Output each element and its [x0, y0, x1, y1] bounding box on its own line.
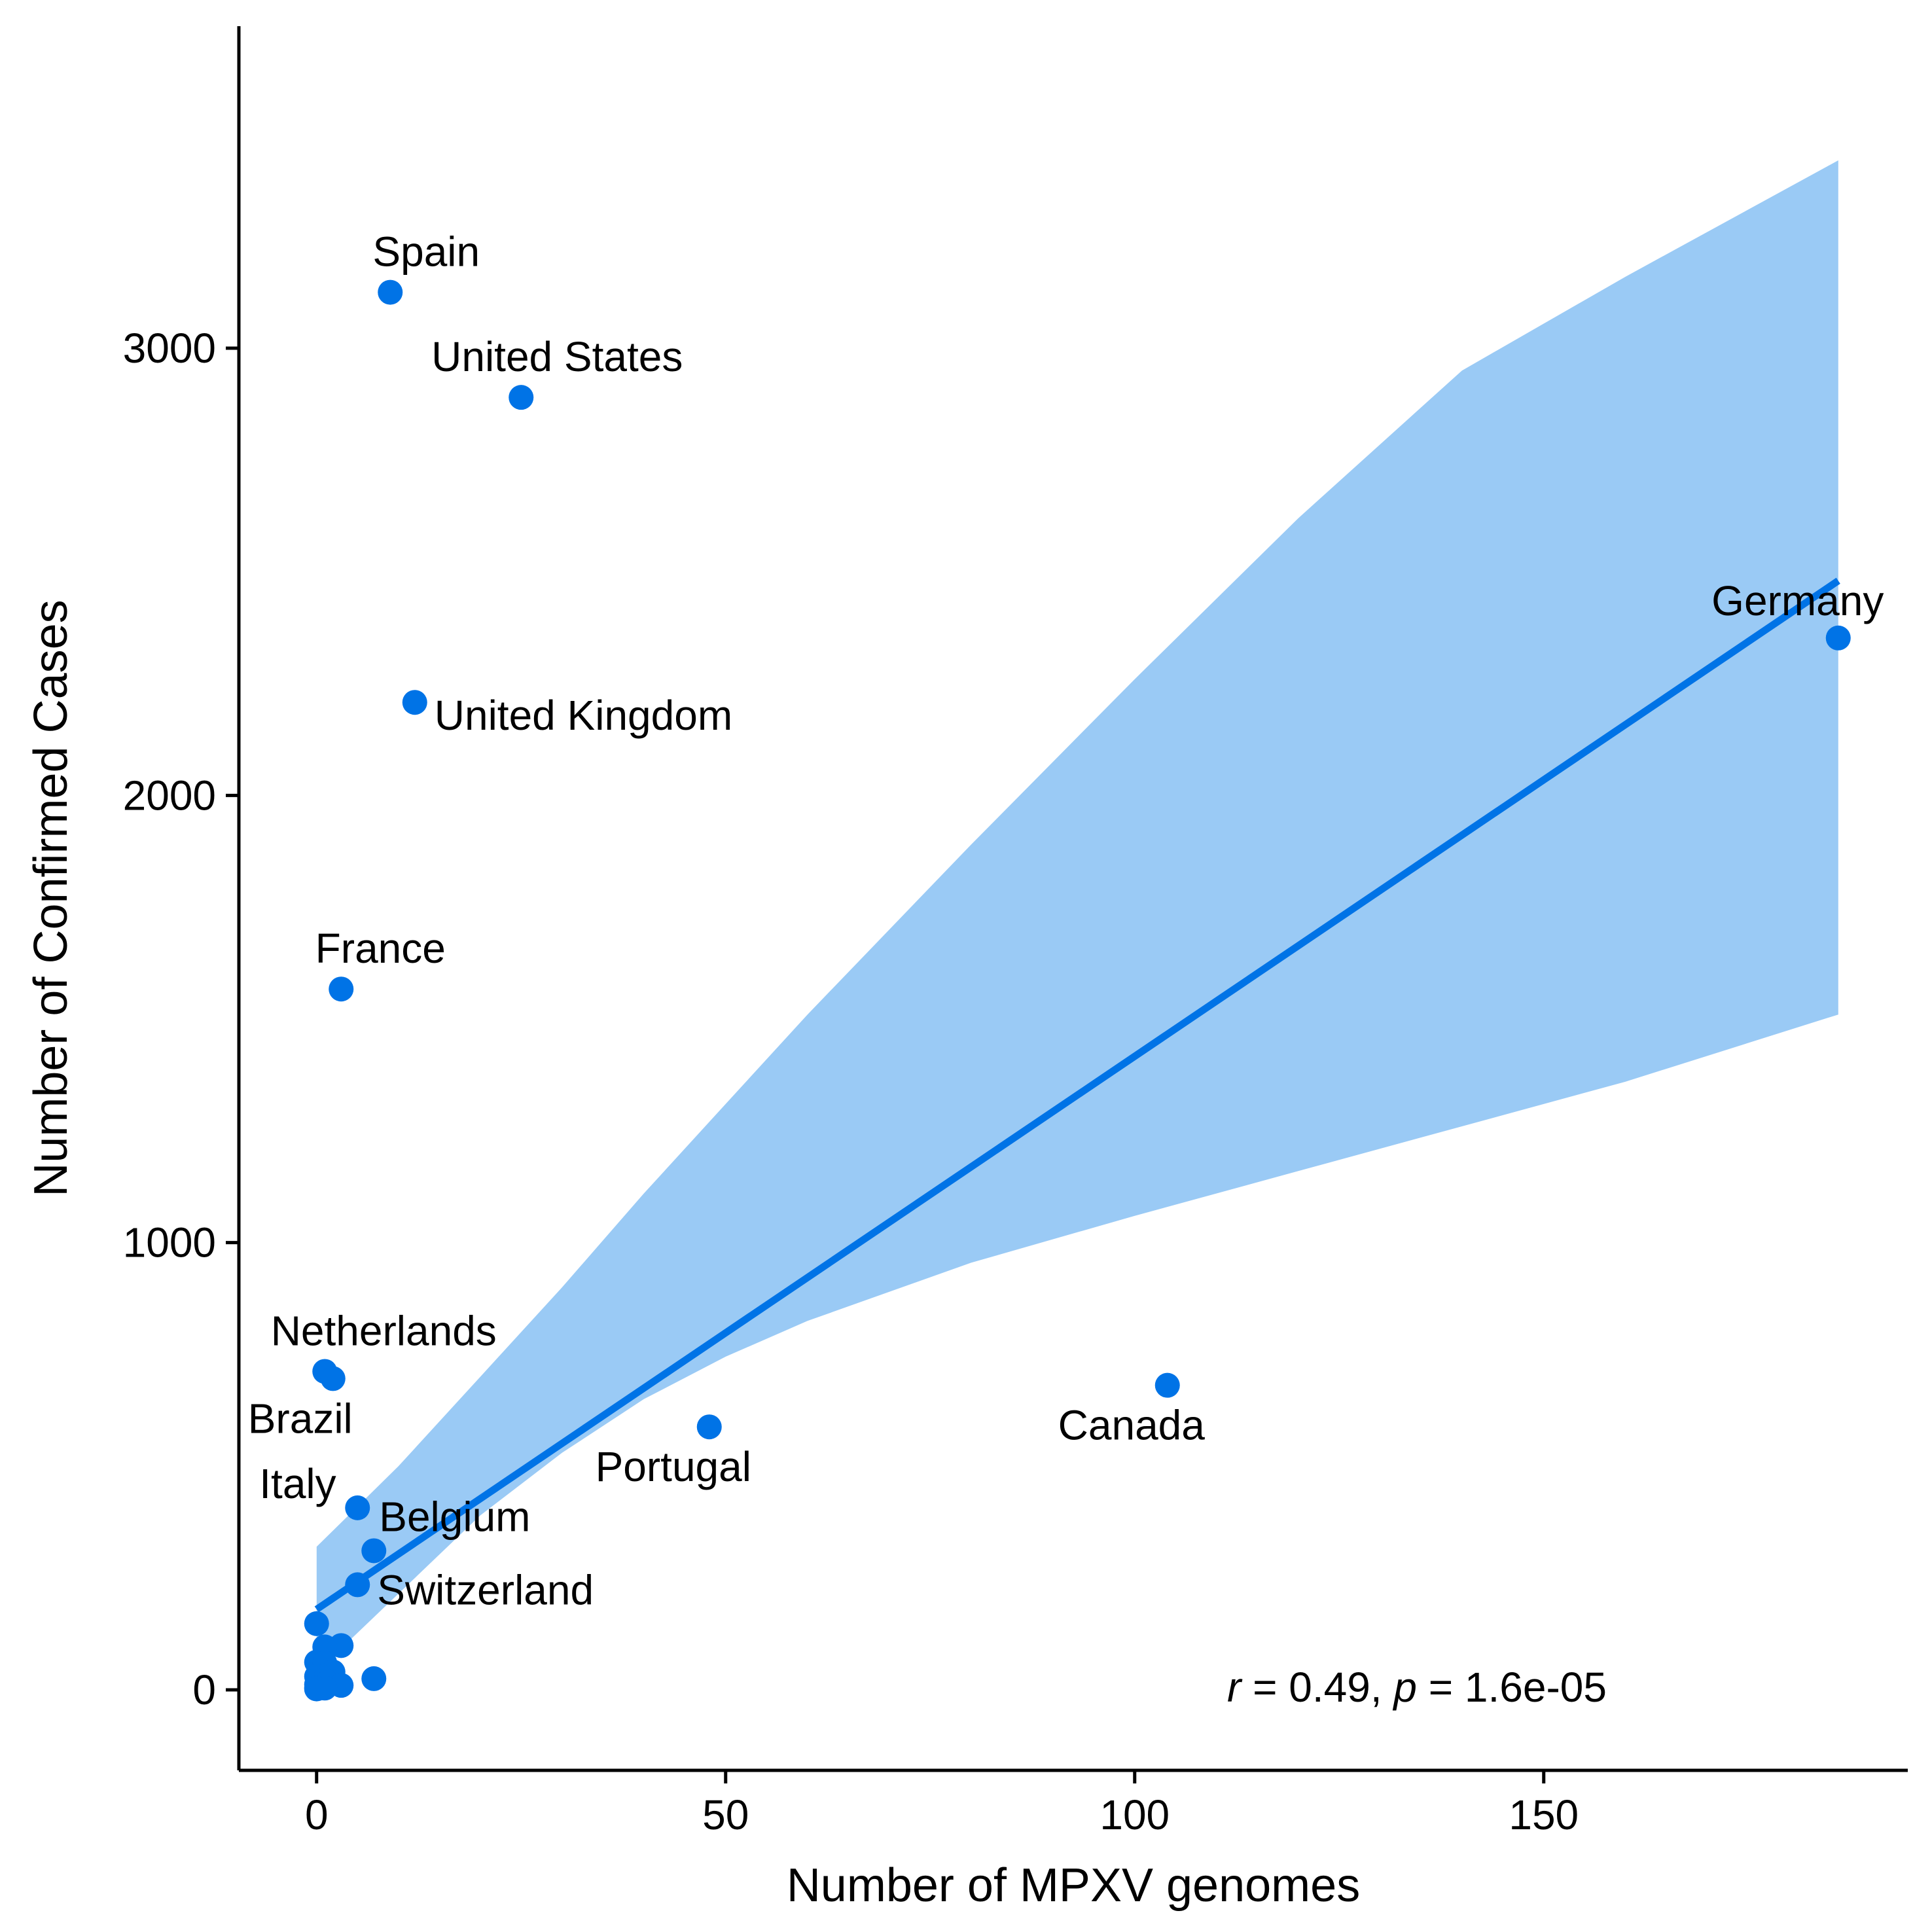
label-netherlands: Netherlands [271, 1307, 497, 1354]
label-spain: Spain [372, 228, 480, 276]
label-switzerland: Switzerland [377, 1566, 594, 1613]
y-axis-ticks: 0 1000 2000 3000 [123, 325, 239, 1713]
label-belgium: Belgium [379, 1493, 530, 1540]
point-portugal [696, 1414, 722, 1440]
data-points [304, 279, 1851, 1702]
point-spain [378, 279, 403, 305]
y-tick-label: 1000 [123, 1219, 216, 1266]
confidence-band [316, 160, 1838, 1672]
point-labels: Spain United States Germany United Kingdom F… [248, 228, 1884, 1614]
label-germany: Germany [1711, 577, 1884, 624]
x-tick-label: 150 [1509, 1791, 1579, 1838]
x-tick-label: 50 [702, 1791, 749, 1838]
label-united-kingdom: United Kingdom [435, 692, 732, 739]
point-united-kingdom [402, 690, 427, 715]
x-axis-ticks: 0 50 100 150 [305, 1770, 1579, 1838]
x-tick-label: 0 [305, 1791, 329, 1838]
correlation-annotation: r = 0.49, p = 1.6e-05 [1227, 1664, 1607, 1711]
point-belgium [361, 1538, 387, 1564]
y-axis-title: Number of Confirmed Cases [25, 599, 77, 1196]
p-value: = 1.6e-05 [1417, 1664, 1607, 1711]
data-point [304, 1676, 329, 1702]
point-united-states [509, 385, 534, 410]
label-united-states: United States [431, 333, 683, 380]
regression-line [314, 577, 1840, 1613]
r-value: = 0.49, [1241, 1664, 1393, 1711]
data-point [304, 1611, 329, 1636]
y-tick-label: 0 [192, 1666, 216, 1713]
x-tick-label: 100 [1100, 1791, 1170, 1838]
label-portugal: Portugal [596, 1443, 751, 1490]
label-canada: Canada [1058, 1402, 1206, 1449]
y-tick-label: 2000 [123, 772, 216, 819]
point-france [329, 976, 354, 1002]
label-france: France [315, 925, 446, 972]
label-brazil: Brazil [248, 1395, 353, 1442]
point-italy [345, 1495, 370, 1520]
point-switzerland [345, 1572, 370, 1598]
point-germany [1825, 625, 1851, 651]
label-italy: Italy [259, 1460, 336, 1507]
p-symbol: p [1392, 1664, 1417, 1711]
point-canada [1154, 1372, 1180, 1398]
data-point [361, 1666, 387, 1691]
y-tick-label: 3000 [123, 325, 216, 372]
x-axis-title: Number of MPXV genomes [787, 1859, 1360, 1912]
r-symbol: r [1227, 1664, 1243, 1711]
point-brazil [320, 1366, 346, 1391]
